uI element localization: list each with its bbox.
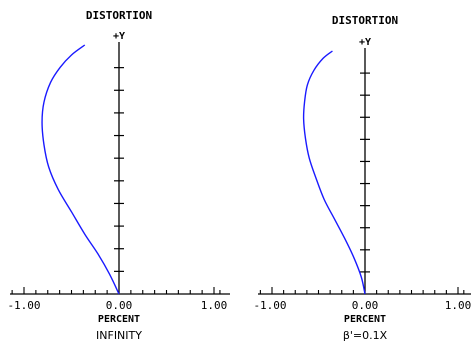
x-tick-label-zero: 0.00 bbox=[106, 299, 133, 312]
x-tick-label-min: -1.00 bbox=[253, 299, 286, 312]
chart-title: DISTORTION bbox=[332, 14, 398, 27]
condition-label: INFINITY bbox=[96, 329, 142, 342]
x-tick-label-zero: 0.00 bbox=[352, 299, 379, 312]
x-axis-ticks bbox=[11, 287, 221, 294]
distortion-curve bbox=[41, 44, 120, 295]
x-axis-label: PERCENT bbox=[98, 314, 140, 325]
series-group bbox=[302, 50, 366, 295]
x-tick-label-max: 1.00 bbox=[445, 299, 472, 312]
x-axis-label: PERCENT bbox=[344, 314, 386, 325]
y-axis-label: +Y bbox=[359, 37, 371, 48]
chart-title: DISTORTION bbox=[86, 9, 152, 22]
condition-label: β'=0.1X bbox=[343, 329, 388, 342]
y-axis-label: +Y bbox=[113, 31, 125, 42]
x-tick-label-min: -1.00 bbox=[7, 299, 40, 312]
y-axis-ticks bbox=[114, 67, 124, 272]
distortion-curve bbox=[302, 50, 366, 295]
distortion-plot-beta: DISTORTION +Y -1.00 0.00 1.00 PERCENT β'… bbox=[253, 14, 471, 342]
y-axis-ticks bbox=[360, 72, 370, 273]
x-axis-ticks bbox=[259, 287, 465, 294]
x-tick-label-max: 1.00 bbox=[201, 299, 228, 312]
series-group bbox=[41, 44, 120, 295]
distortion-plot-infinity: DISTORTION +Y -1.00 0.00 1.00 PERCENT IN… bbox=[7, 9, 230, 342]
